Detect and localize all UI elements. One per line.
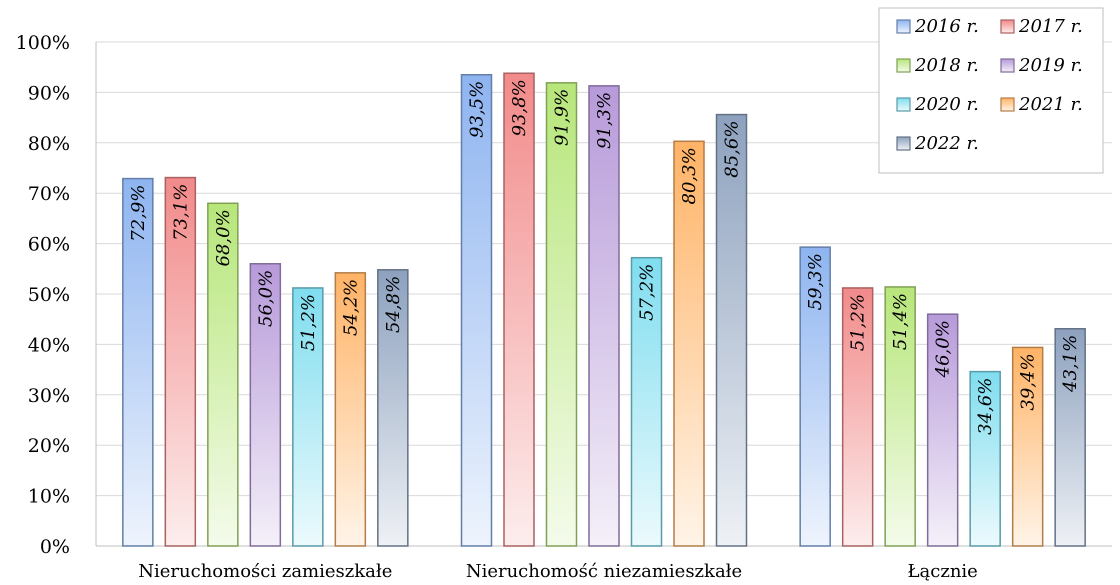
data-label: 72,9% xyxy=(128,185,149,242)
bar xyxy=(630,256,663,547)
data-label: 57,2% xyxy=(637,264,658,321)
bar xyxy=(207,202,239,547)
y-tick-label: 20% xyxy=(28,435,70,457)
legend-swatch xyxy=(896,97,911,112)
bar xyxy=(799,246,831,547)
bar xyxy=(926,313,959,547)
legend-label: 2018 r. xyxy=(914,55,979,76)
legend-label: 2017 r. xyxy=(1018,16,1083,37)
y-tick-label: 30% xyxy=(28,385,70,407)
bar xyxy=(292,287,324,547)
x-category-label: Nieruchomość niezamieszkałe xyxy=(466,561,742,582)
data-label: 54,8% xyxy=(383,276,404,333)
data-label: 80,3% xyxy=(679,147,700,204)
data-label: 51,2% xyxy=(298,294,319,351)
bar xyxy=(715,113,748,547)
legend-swatch xyxy=(1000,58,1015,73)
data-label: 85,6% xyxy=(722,121,743,178)
x-category-label: Łącznie xyxy=(907,561,977,582)
bar xyxy=(884,286,916,547)
data-label: 54,2% xyxy=(340,279,361,336)
data-label: 51,2% xyxy=(848,294,869,351)
legend-swatch xyxy=(896,58,911,73)
y-tick-label: 60% xyxy=(28,234,70,256)
bar xyxy=(122,177,154,547)
y-tick-label: 80% xyxy=(28,133,70,155)
y-tick-label: 70% xyxy=(28,183,70,205)
legend-label: 2020 r. xyxy=(914,94,979,115)
y-tick-label: 50% xyxy=(28,284,70,306)
legend-label: 2019 r. xyxy=(1018,55,1083,76)
data-label: 46,0% xyxy=(933,320,954,378)
y-tick-label: 10% xyxy=(28,486,70,508)
data-label: 51,4% xyxy=(890,293,911,350)
bar xyxy=(460,74,493,547)
bar xyxy=(377,269,409,547)
y-tick-label: 40% xyxy=(28,334,70,356)
bar xyxy=(164,176,197,547)
y-tick-label: 90% xyxy=(28,82,70,104)
bar xyxy=(1054,328,1086,547)
legend-swatch xyxy=(896,19,911,34)
data-label: 93,5% xyxy=(467,81,488,138)
data-label: 56,0% xyxy=(255,270,276,327)
data-label: 91,3% xyxy=(594,92,615,149)
bar xyxy=(249,263,282,547)
bar xyxy=(545,82,578,547)
legend-box xyxy=(878,7,1104,174)
data-label: 59,3% xyxy=(805,253,826,310)
bar xyxy=(841,287,874,547)
data-label: 39,4% xyxy=(1018,353,1039,410)
bar xyxy=(503,72,535,547)
legend: 2016 r. 2017 r. 2018 r. 2019 r. 2020 r. 2021 … xyxy=(878,7,1104,174)
legend-swatch xyxy=(1000,97,1015,112)
data-label: 91,9% xyxy=(552,89,573,146)
bar xyxy=(673,140,705,547)
y-tick-label: 0% xyxy=(40,536,70,558)
bar xyxy=(334,272,367,547)
data-labels-group: 72,9% 73,1% 68,0% 56,0% 51,2% 54,2% 54,8% 93,5%… xyxy=(128,79,1081,435)
legend-label: 2022 r. xyxy=(914,133,979,154)
bar xyxy=(969,370,1001,547)
data-label: 43,1% xyxy=(1060,335,1081,393)
legend-swatch xyxy=(896,136,911,151)
category-labels-group: Nieruchomości zamieszkałe Nieruchomość ni… xyxy=(138,561,978,582)
y-tick-label: 100% xyxy=(16,32,70,54)
data-label: 73,1% xyxy=(170,184,191,241)
bar xyxy=(1011,346,1044,547)
bars-group xyxy=(122,72,1086,547)
legend-label: 2016 r. xyxy=(914,16,979,37)
bar xyxy=(588,85,620,547)
data-label: 68,0% xyxy=(213,209,234,266)
x-category-label: Nieruchomości zamieszkałe xyxy=(138,561,392,582)
legend-label: 2021 r. xyxy=(1018,94,1083,115)
data-label: 34,6% xyxy=(975,378,996,435)
data-label: 93,8% xyxy=(509,79,530,136)
legend-swatch xyxy=(1000,19,1015,34)
